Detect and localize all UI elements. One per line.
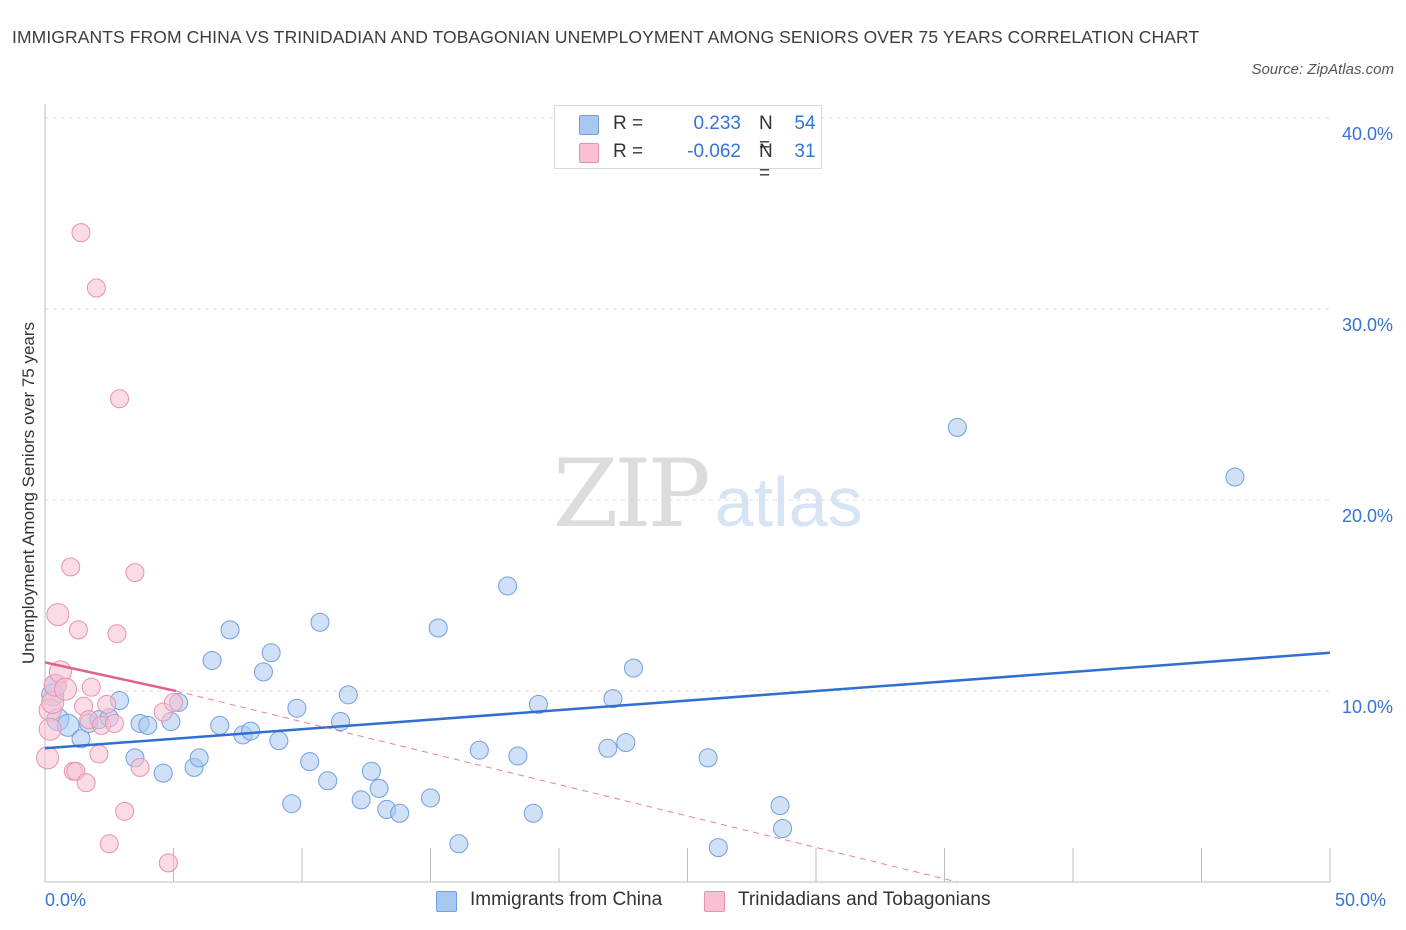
point-china	[138, 715, 158, 735]
y-tick-label-10: 10.0%	[1341, 697, 1393, 717]
point-china	[428, 618, 448, 638]
trend-line-dashed-trinidad	[175, 690, 958, 883]
trend-lines	[44, 651, 1331, 883]
point-trinidad	[125, 563, 145, 583]
legend-r-value: 0.233	[693, 113, 741, 134]
legend-n-label: N =	[759, 113, 773, 156]
series-label-trinidad: Trinidadians and Tobagonians	[738, 889, 991, 910]
point-trinidad	[71, 223, 91, 243]
y-tick-label-30: 30.0%	[1341, 315, 1393, 335]
x-tick-label-min: 0.0%	[45, 890, 87, 910]
point-trinidad	[158, 853, 178, 873]
x-tick-label-max: 50.0%	[1335, 890, 1387, 910]
y-tick-label-40: 40.0%	[1341, 124, 1393, 144]
point-china	[449, 834, 469, 854]
gridlines	[45, 117, 1330, 692]
point-china	[947, 417, 967, 437]
point-china	[241, 721, 261, 741]
point-trinidad	[36, 746, 60, 770]
legend-n-label: N =	[759, 141, 773, 184]
point-china	[390, 803, 410, 823]
point-trinidad	[54, 677, 78, 701]
point-china	[253, 662, 273, 682]
point-china	[361, 761, 381, 781]
point-china	[269, 731, 289, 751]
point-china	[338, 685, 358, 705]
point-china	[523, 803, 543, 823]
watermark: ZIP atlas	[553, 440, 863, 549]
point-china	[71, 729, 91, 749]
legend-r-label: R =	[613, 113, 644, 134]
legend-swatch-china	[579, 115, 599, 135]
point-china	[369, 778, 389, 798]
point-china	[469, 740, 489, 760]
point-china	[287, 698, 307, 718]
legend-r-value: -0.062	[687, 141, 741, 162]
correlation-legend: R = 0.233 N = 54 R = -0.062 N = 31	[554, 105, 822, 184]
point-china	[508, 746, 528, 766]
point-china	[603, 689, 623, 709]
source-label: Source: ZipAtlas.com	[1251, 61, 1394, 78]
point-china	[624, 658, 644, 678]
point-china	[153, 763, 173, 783]
point-trinidad	[110, 389, 130, 409]
point-china	[698, 748, 718, 768]
series-swatch-china	[436, 891, 457, 912]
point-china	[528, 694, 548, 714]
point-trinidad	[130, 757, 150, 777]
trend-line-china	[44, 651, 1331, 750]
point-trinidad	[38, 717, 62, 741]
legend-r-label: R =	[613, 141, 644, 162]
point-trinidad	[164, 692, 183, 712]
point-china	[220, 620, 240, 640]
trend-line-trinidad	[44, 661, 177, 693]
point-china	[318, 771, 338, 791]
watermark-zip: ZIP	[553, 440, 711, 549]
legend-swatch-trinidad	[579, 143, 599, 163]
point-china	[498, 576, 518, 596]
legend-n-value: 54	[794, 113, 816, 134]
point-trinidad	[115, 801, 135, 821]
series-label-china: Immigrants from China	[470, 889, 663, 910]
axes	[44, 104, 1331, 883]
point-china	[616, 733, 636, 753]
point-trinidad	[61, 557, 81, 577]
point-china	[1225, 467, 1245, 487]
data-points	[36, 223, 1245, 873]
point-china	[202, 650, 222, 670]
point-trinidad	[104, 713, 124, 733]
legend-n-value: 31	[794, 141, 816, 162]
point-china	[300, 752, 320, 772]
point-trinidad	[107, 624, 127, 644]
point-trinidad	[68, 620, 88, 640]
point-trinidad	[76, 773, 96, 793]
y-tick-label-20: 20.0%	[1341, 506, 1393, 526]
point-china	[708, 838, 728, 858]
chart-title: IMMIGRANTS FROM CHINA VS TRINIDADIAN AND…	[12, 27, 1200, 47]
point-china	[282, 794, 302, 814]
point-china	[598, 738, 618, 758]
point-trinidad	[86, 278, 106, 298]
point-china	[189, 748, 209, 768]
series-swatch-trinidad	[704, 891, 725, 912]
point-trinidad	[81, 677, 101, 697]
point-china	[421, 788, 440, 808]
point-china	[210, 715, 230, 735]
watermark-atlas: atlas	[714, 463, 863, 541]
point-trinidad	[89, 744, 109, 764]
point-trinidad	[99, 834, 119, 854]
y-axis-label: Unemployment Among Seniors over 75 years	[19, 321, 38, 665]
point-china	[770, 796, 790, 816]
point-china	[351, 790, 371, 810]
point-trinidad	[46, 603, 70, 627]
point-china	[261, 643, 281, 663]
point-trinidad	[97, 694, 117, 714]
point-china	[773, 819, 793, 839]
point-china	[310, 612, 330, 632]
